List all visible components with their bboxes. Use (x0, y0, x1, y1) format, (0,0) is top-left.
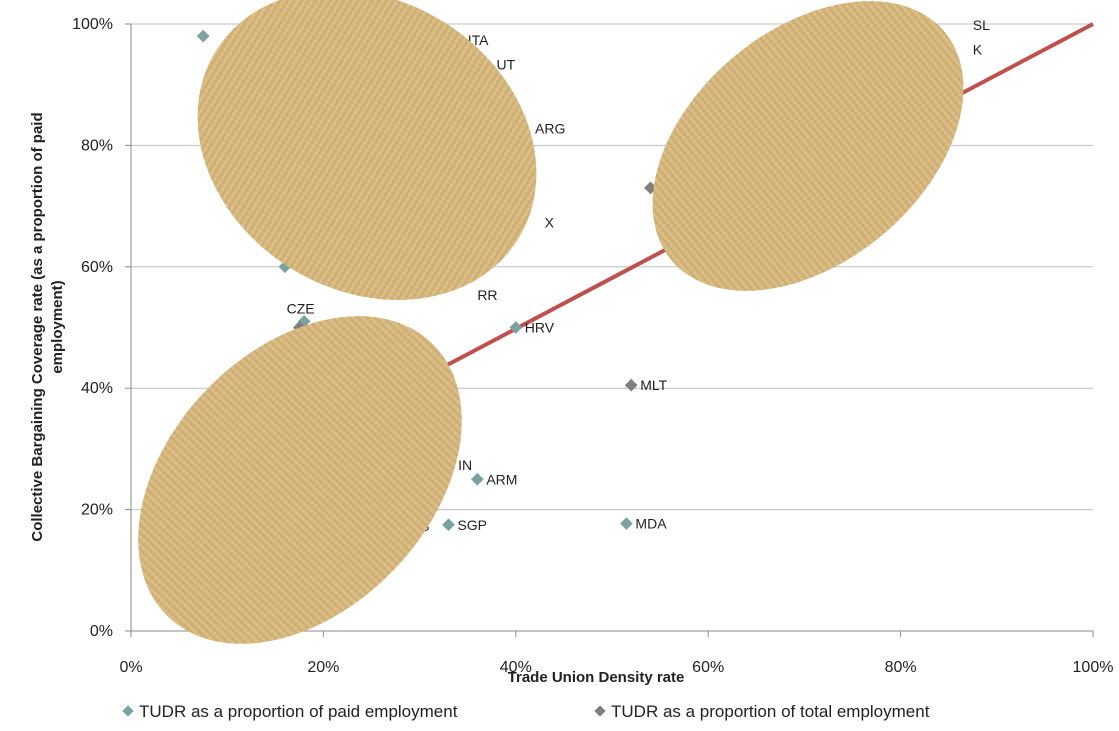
data-point-total (624, 378, 638, 392)
y-tick-label: 20% (81, 502, 113, 519)
y-tick-label: 60% (81, 259, 113, 276)
data-point-paid (196, 29, 210, 43)
point-label: SGP (457, 517, 487, 533)
point-label-fragment: RR (477, 287, 497, 303)
point-label: ARM (486, 471, 517, 487)
legend-item-total: TUDR as a proportion of total employment (594, 702, 930, 722)
point-label-fragment: SL (973, 17, 990, 33)
point-label: CZE (287, 301, 315, 317)
x-axis-title: Trade Union Density rate (508, 669, 685, 686)
y-tick-label: 80% (81, 137, 113, 154)
point-label-fragment: K (973, 41, 983, 57)
point-label-fragment: IN (458, 457, 472, 473)
x-tick-label: 80% (885, 659, 917, 676)
x-tick-label: 0% (119, 659, 142, 676)
legend-marker-total (594, 705, 606, 717)
data-point-paid (470, 472, 484, 486)
legend-label-total: TUDR as a proportion of total employment (611, 702, 930, 721)
y-tick-label: 40% (81, 380, 113, 397)
legend-marker-paid (122, 705, 134, 717)
chart-legend: TUDR as a proportion of paid employment … (122, 702, 1024, 726)
y-axis-title-line: Collective Bargaining Coverage rate (as … (29, 112, 46, 541)
point-label: MLT (640, 377, 667, 393)
point-label-fragment: ARG (535, 120, 565, 136)
point-label: MDA (635, 516, 667, 532)
x-tick-label: 20% (307, 659, 339, 676)
data-point-paid (442, 518, 455, 532)
x-tick-label: 100% (1073, 659, 1114, 676)
x-tick-label: 40% (500, 659, 532, 676)
legend-label-paid: TUDR as a proportion of paid employment (139, 702, 458, 721)
point-label-fragment: X (545, 214, 555, 230)
x-tick-label: 60% (692, 659, 724, 676)
y-tick-label: 0% (90, 623, 113, 640)
overlay-blob-top-right-texture (652, 1, 964, 291)
y-tick-label: 100% (72, 16, 113, 33)
point-label: HRV (525, 320, 555, 336)
overlay-blob-bottom-left-texture (138, 316, 462, 644)
legend-item-paid: TUDR as a proportion of paid employment (122, 702, 458, 722)
data-point-paid (620, 517, 633, 530)
overlay-blob-top-left-texture (197, 0, 537, 300)
y-axis-title: Collective Bargaining Coverage rate (as … (29, 112, 66, 541)
y-axis-title-line: employment) (49, 280, 66, 373)
point-label-fragment: UT (497, 57, 516, 73)
